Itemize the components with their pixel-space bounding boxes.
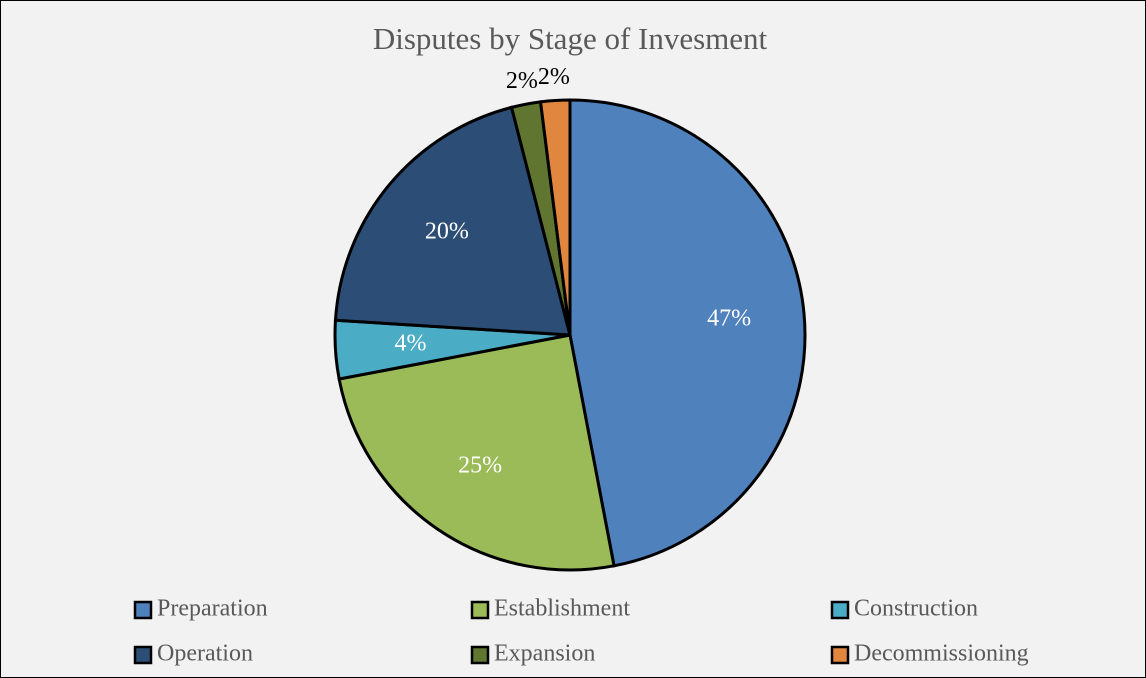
legend-swatch <box>133 645 153 665</box>
pie-slice <box>568 98 807 568</box>
data-label: 47% <box>707 305 751 331</box>
legend-label: Construction <box>854 596 978 622</box>
legend-label: Establishment <box>494 596 630 622</box>
data-label: 2% <box>506 68 538 94</box>
data-label: 25% <box>458 453 502 479</box>
legend-label: Decommissioning <box>854 641 1029 667</box>
legend-swatch <box>830 600 850 620</box>
data-label: 2% <box>538 64 570 90</box>
pie-slice <box>333 105 572 337</box>
legend-label: Operation <box>157 641 253 667</box>
legend-swatch <box>470 645 490 665</box>
legend-swatch <box>133 600 153 620</box>
pie-slice <box>337 333 616 572</box>
legend-label: Preparation <box>157 596 268 622</box>
data-label: 20% <box>425 219 469 245</box>
data-label: 4% <box>395 331 427 357</box>
legend-label: Expansion <box>494 641 595 667</box>
legend-swatch <box>470 600 490 620</box>
pie-slice <box>538 98 572 336</box>
legend-swatch <box>830 645 850 665</box>
chart-title: Disputes by Stage of Invesment <box>373 21 768 56</box>
